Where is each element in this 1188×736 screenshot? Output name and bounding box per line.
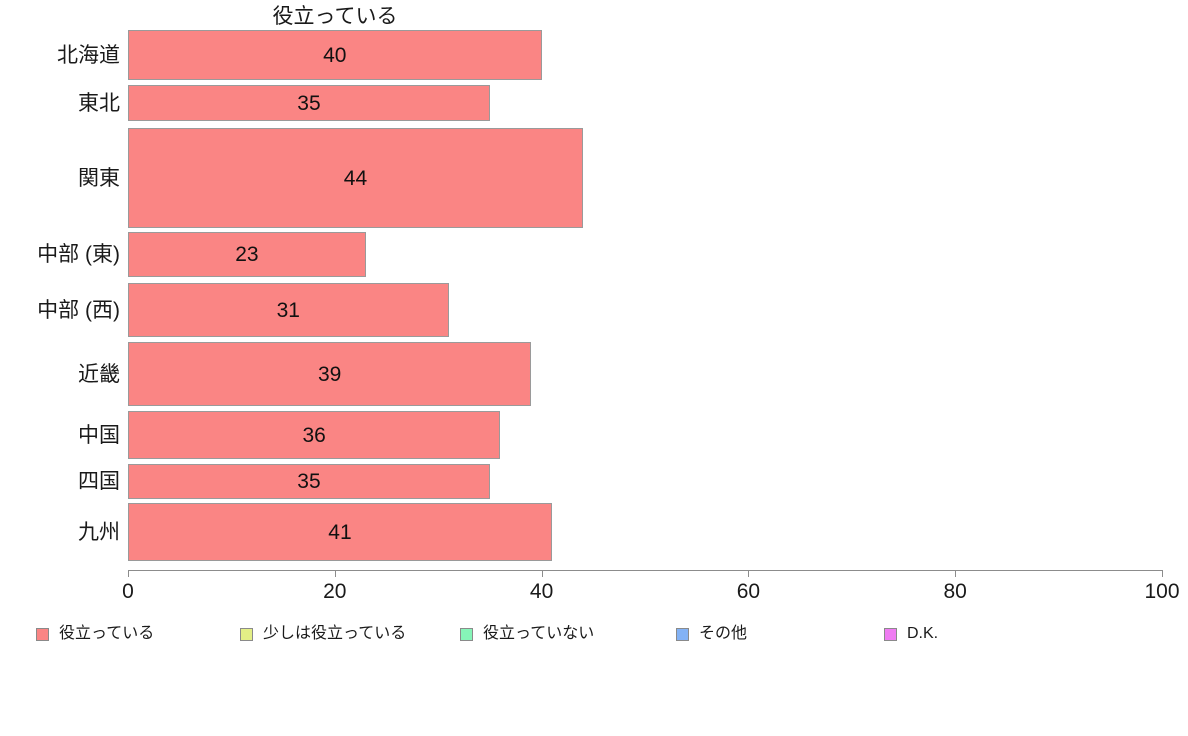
- category-label: 東北: [78, 91, 120, 115]
- category-label: 近畿: [78, 362, 120, 386]
- category-label: 北海道: [57, 43, 120, 67]
- category-label: 中国: [78, 423, 120, 447]
- legend-label: 役立っていない: [483, 625, 595, 642]
- x-axis-tick-label: 0: [122, 580, 134, 603]
- legend-swatch-icon: [884, 627, 897, 641]
- legend-label: D.K.: [907, 625, 939, 642]
- bar-row: 関東 44: [0, 128, 1188, 228]
- bar[interactable]: [128, 30, 542, 80]
- bar-row: 北海道 40: [0, 30, 1188, 80]
- legend-swatch-icon: [676, 627, 689, 641]
- x-axis-tick-label: 20: [323, 580, 347, 603]
- bar[interactable]: [128, 85, 490, 121]
- x-axis-tick-label: 60: [736, 580, 761, 603]
- legend-item[interactable]: D.K.: [884, 621, 938, 647]
- x-axis-tick-label: 100: [1144, 580, 1180, 603]
- chart-title: 役立っている: [272, 5, 398, 28]
- bar-row: 東北 35: [0, 85, 1188, 121]
- x-axis-tick: [334, 570, 336, 577]
- bar-row: 九州 41: [0, 503, 1188, 561]
- bar[interactable]: [128, 411, 501, 459]
- bar-row: 中国 36: [0, 411, 1188, 459]
- x-axis-tick: [955, 570, 957, 577]
- bar[interactable]: [128, 342, 532, 406]
- bar-row: 中部 (西) 31: [0, 283, 1188, 337]
- legend-swatch-icon: [460, 627, 473, 641]
- legend-item[interactable]: 役立っている: [36, 621, 154, 647]
- chart-legend: 役立っている 少しは役立っている 役立っていない その他 D.K.: [0, 621, 1188, 647]
- category-label: 九州: [78, 520, 120, 544]
- x-axis-tick: [541, 570, 543, 577]
- x-axis-tick: [748, 570, 750, 577]
- category-label: 中部 (西): [37, 298, 120, 322]
- legend-swatch-icon: [36, 627, 49, 641]
- legend-label: その他: [699, 625, 748, 642]
- bar[interactable]: [128, 503, 552, 561]
- bar-row: 近畿 39: [0, 342, 1188, 406]
- legend-item[interactable]: 少しは役立っている: [240, 621, 406, 647]
- legend-swatch-icon: [240, 627, 253, 641]
- category-label: 中部 (東): [37, 243, 120, 266]
- bar[interactable]: [128, 464, 490, 499]
- legend-label: 役立っている: [59, 625, 155, 642]
- bar-row: 中部 (東) 23: [0, 232, 1188, 277]
- x-axis-tick-label: 40: [529, 580, 554, 603]
- legend-item[interactable]: 役立っていない: [460, 621, 594, 647]
- bar[interactable]: [128, 283, 449, 337]
- bar-row: 四国 35: [0, 464, 1188, 499]
- category-label: 関東: [78, 166, 120, 190]
- bar[interactable]: [128, 232, 366, 277]
- x-axis-line: [128, 570, 1162, 571]
- legend-item[interactable]: その他: [676, 621, 747, 647]
- category-label: 四国: [78, 470, 120, 493]
- x-axis-tick: [128, 570, 129, 577]
- x-axis-tick-label: 80: [943, 580, 967, 603]
- bar[interactable]: [128, 128, 583, 228]
- legend-label: 少しは役立っている: [263, 625, 407, 642]
- x-axis-tick: [1162, 570, 1163, 577]
- plot-area: 北海道 40 東北 35 関東 44 中部 (東) 23 中部 (西) 31 近畿 39 中国 36 四国 3…: [0, 26, 1188, 566]
